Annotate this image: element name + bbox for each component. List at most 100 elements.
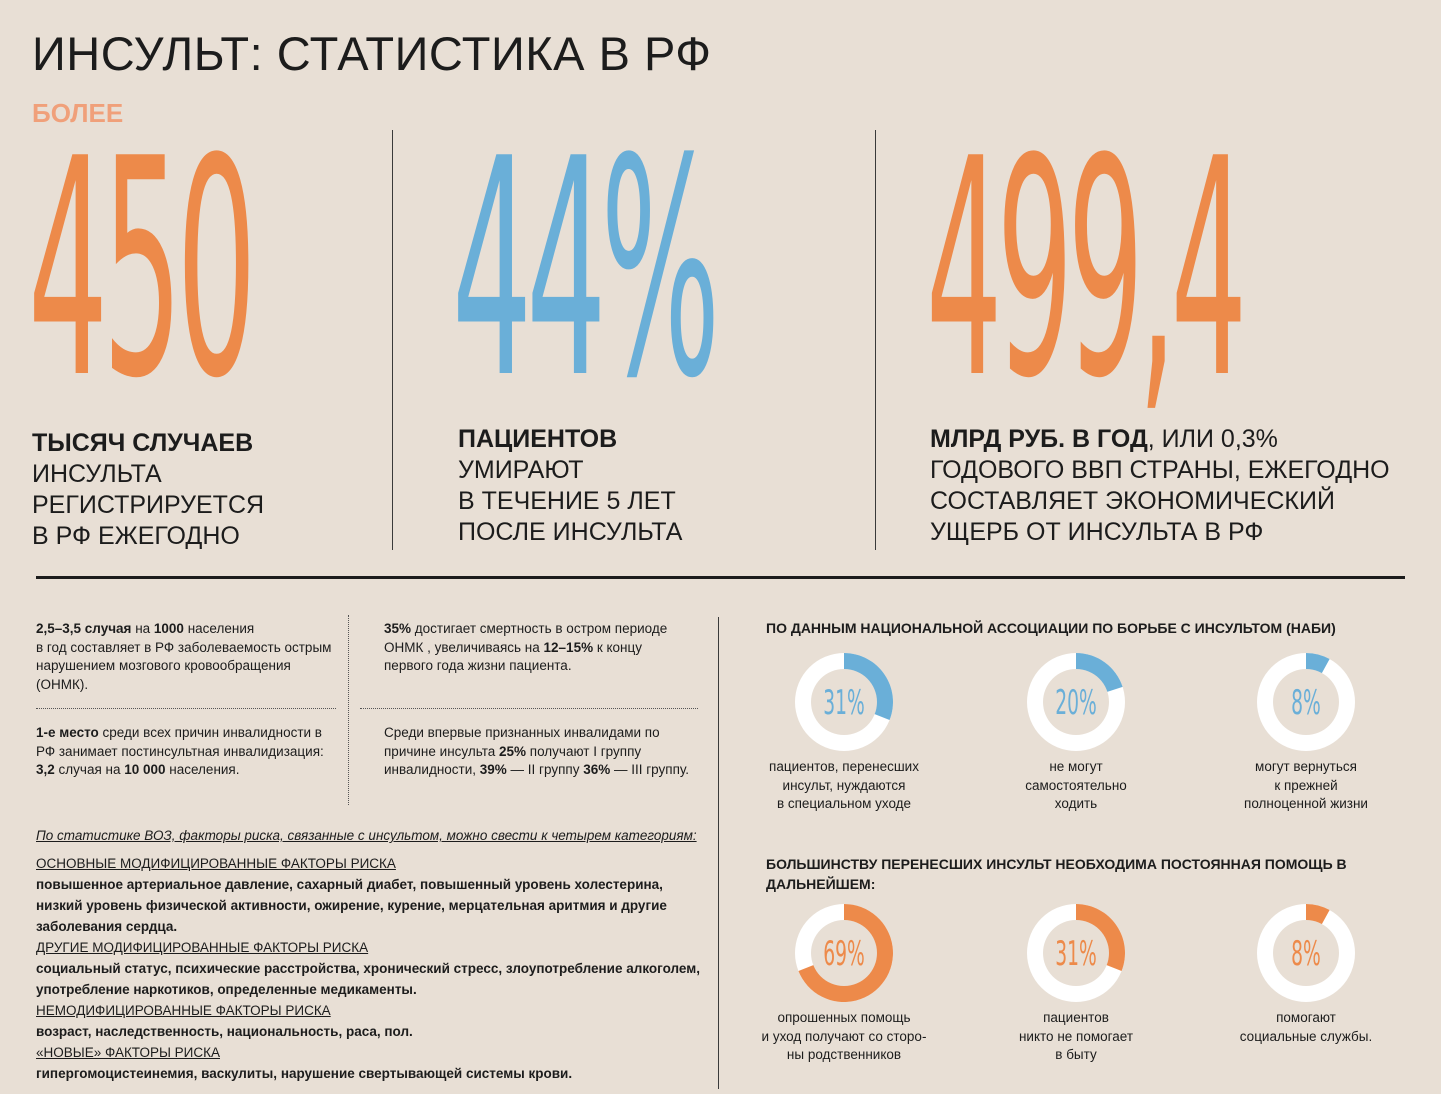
stat3-caption-bold: МЛРД РУБ. В ГОД — [930, 425, 1148, 453]
fact-bold: 25% — [499, 743, 527, 759]
fact-bold: 1000 — [153, 621, 184, 636]
donut-hole — [1273, 669, 1339, 735]
donut-value-label: 31% — [1055, 935, 1097, 973]
fact-text: к концу первого года жизни пациента. — [384, 639, 642, 674]
donut-chart: 20% не могут самостоятельно ходить — [976, 652, 1176, 814]
donut-hole — [811, 920, 877, 986]
donut-value-label: 69% — [823, 935, 865, 973]
donut-caption-line: помогают — [1276, 1010, 1336, 1025]
donut-caption-line: полноценной жизни — [1244, 796, 1368, 811]
stat2-caption-line: В ТЕЧЕНИЕ 5 ЛЕТ — [458, 487, 676, 515]
stat1-caption: ТЫСЯЧ СЛУЧАЕВ ИНСУЛЬТА РЕГИСТРИРУЕТСЯ В … — [32, 428, 264, 552]
donut-hole — [1273, 920, 1339, 986]
risk-factor-heading: «НОВЫЕ» ФАКТОРЫ РИСКА — [36, 1045, 220, 1060]
donut-caption-line: к прежней — [1274, 777, 1338, 793]
donut-hole — [811, 669, 877, 735]
donut-caption: пациентов никто не помогает в быту — [976, 1009, 1176, 1065]
dotted-divider — [36, 708, 336, 709]
donut-value-label: 8% — [1291, 935, 1321, 973]
stat3-caption-tail: , ИЛИ 0,3% — [1147, 425, 1278, 453]
stat1-number: 450 — [28, 95, 257, 444]
donut-hole — [1043, 669, 1109, 735]
donut-caption-line: ходить — [1054, 796, 1098, 811]
fact-text: случая на — [54, 762, 125, 777]
who-intro: По статистике ВОЗ, факторы риска, связан… — [36, 828, 697, 843]
donut-caption: не могут самостоятельно ходить — [976, 758, 1176, 814]
donut-caption-line: могут вернуться — [1255, 759, 1357, 774]
donut-caption-line: и уход получают со сторо- — [761, 1028, 927, 1044]
donut-caption: помогают социальные службы. — [1206, 1009, 1406, 1046]
column-divider — [718, 617, 719, 1089]
stat2-caption-line: ПОСЛЕ ИНСУЛЬТА — [458, 518, 683, 546]
donut-caption-line: опрошенных помощь — [777, 1010, 911, 1025]
section-heading-help: БОЛЬШИНСТВУ ПЕРЕНЕСШИХ ИНСУЛЬТ НЕОБХОДИМ… — [766, 856, 1347, 892]
donut-caption-line: пациентов, перенесших — [769, 759, 919, 774]
stat1-caption-line: В РФ ЕЖЕГОДНО — [32, 522, 240, 550]
donut-chart: 69% опрошенных помощь и уход получают со с… — [744, 903, 944, 1065]
donut-caption-line: инсульт, нуждаются — [782, 777, 906, 793]
risk-factor-list: ОСНОВНЫЕ МОДИФИЦИРОВАННЫЕ ФАКТОРЫ РИСКА … — [36, 853, 706, 1084]
fact-bold: 1-е место — [36, 725, 99, 740]
fact-text: на — [131, 621, 154, 636]
fact-text: Среди впервые признанных инвалидами по п… — [384, 725, 660, 759]
page-title: ИНСУЛЬТ: СТАТИСТИКА В РФ — [32, 27, 712, 80]
stat3-caption: МЛРД РУБ. В ГОД, ИЛИ 0,3% ГОДОВОГО ВВП С… — [930, 424, 1390, 548]
stat2-caption-bold: ПАЦИЕНТОВ — [458, 425, 618, 453]
donut-caption-line: в быту — [1055, 1047, 1097, 1062]
donut-caption-line: ны родственников — [786, 1047, 902, 1062]
stat2-number: 44% — [452, 95, 720, 444]
donut-caption-line: социальные службы. — [1239, 1028, 1373, 1044]
fact-bold: 2,5–3,5 случая — [36, 621, 132, 636]
dotted-divider — [360, 708, 698, 709]
risk-factor-body: социальный статус, психические расстройс… — [36, 961, 700, 997]
fact-bold: 10 000 — [124, 762, 166, 777]
column-divider — [875, 130, 876, 550]
risk-factor-heading: ОСНОВНЫЕ МОДИФИЦИРОВАННЫЕ ФАКТОРЫ РИСКА — [36, 856, 396, 871]
stat3-caption-line: УЩЕРБ ОТ ИНСУЛЬТА В РФ — [930, 518, 1264, 546]
donut-caption-line: не могут — [1049, 759, 1103, 774]
fact-text: среди всех причин инвалидности в РФ зани… — [36, 725, 324, 759]
stat2-caption: ПАЦИЕНТОВ УМИРАЮТ В ТЕЧЕНИЕ 5 ЛЕТ ПОСЛЕ … — [458, 424, 682, 548]
fact-incidence: 2,5–3,5 случая на 1000 населения в год со… — [36, 620, 336, 694]
risk-factor-body: гипергомоцистеинемия, васкулиты, нарушен… — [36, 1066, 573, 1081]
stat3-caption-line: СОСТАВЛЯЕТ ЭКОНОМИЧЕСКИЙ — [930, 487, 1335, 515]
stat1-caption-line: РЕГИСТРИРУЕТСЯ — [32, 491, 265, 519]
fact-text: населения. — [165, 762, 240, 777]
donut-caption-line: в специальном уходе — [776, 796, 912, 811]
risk-factor-body: повышенное артериальное давление, сахарн… — [36, 877, 667, 934]
fact-text: — III группу. — [610, 762, 690, 777]
donut-chart: 31% пациентов никто не помогает в быту — [976, 903, 1176, 1065]
fact-text: в год составляет в РФ заболеваемость ост… — [36, 639, 332, 692]
donut-chart: 8% могут вернуться к прежней полноценной жи… — [1206, 652, 1406, 814]
donut-chart: 8% помогают социальные службы. — [1206, 903, 1406, 1046]
donut-svg: 31% — [1027, 904, 1125, 1002]
stat3-number: 499,4 — [926, 95, 1247, 444]
fact-disability-groups: Среди впервые признанных инвалидами по п… — [384, 724, 694, 780]
donut-chart: 31% пациентов, перенесших инсульт, нуждают… — [744, 652, 944, 814]
donut-svg: 69% — [795, 904, 893, 1002]
fact-bold: 35% — [384, 621, 412, 636]
fact-bold: 36% — [583, 762, 611, 777]
donut-caption-line: никто не помогает — [1018, 1028, 1134, 1044]
risk-factor-body: возраст, наследственность, национальност… — [36, 1024, 413, 1039]
stat1-caption-bold: ТЫСЯЧ СЛУЧАЕВ — [32, 429, 254, 457]
donut-caption: опрошенных помощь и уход получают со стор… — [744, 1009, 944, 1065]
fact-text: получают I группу инвалидности, — [384, 743, 642, 778]
donut-hole — [1043, 920, 1109, 986]
donut-svg: 20% — [1027, 653, 1125, 751]
donut-svg: 31% — [795, 653, 893, 751]
donut-caption: пациентов, перенесших инсульт, нуждаются в… — [744, 758, 944, 814]
risk-factor-heading: НЕМОДИФИЦИРОВАННЫЕ ФАКТОРЫ РИСКА — [36, 1003, 331, 1018]
fact-text: достигает смертность в остром периоде ОН… — [384, 621, 668, 655]
fact-disability: 1-е место среди всех причин инвалидности… — [36, 724, 336, 780]
donut-value-label: 20% — [1055, 684, 1097, 722]
donut-value-label: 8% — [1291, 684, 1321, 722]
column-divider — [392, 130, 393, 550]
fact-bold: 39% — [479, 762, 507, 777]
section-heading-nabi: ПО ДАННЫМ НАЦИОНАЛЬНОЙ АССОЦИАЦИИ ПО БОР… — [766, 620, 1336, 636]
stat1-prefix: БОЛЕЕ — [32, 98, 124, 128]
fact-text: населения — [183, 621, 255, 636]
donut-caption-line: самостоятельно — [1025, 777, 1127, 793]
stat2-caption-line: УМИРАЮТ — [458, 456, 584, 484]
section-divider — [36, 576, 1405, 579]
